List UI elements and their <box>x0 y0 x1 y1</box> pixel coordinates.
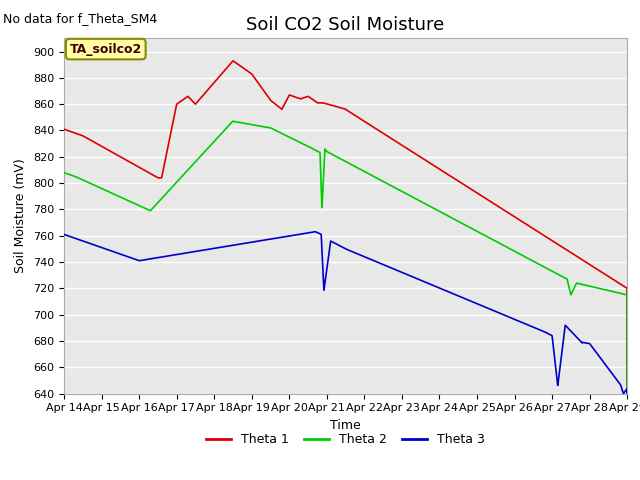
Title: Soil CO2 Soil Moisture: Soil CO2 Soil Moisture <box>246 16 445 34</box>
Text: No data for f_Theta_SM4: No data for f_Theta_SM4 <box>3 12 157 25</box>
Legend: Theta 1, Theta 2, Theta 3: Theta 1, Theta 2, Theta 3 <box>202 428 490 451</box>
Y-axis label: Soil Moisture (mV): Soil Moisture (mV) <box>15 158 28 274</box>
X-axis label: Time: Time <box>330 419 361 432</box>
Text: TA_soilco2: TA_soilco2 <box>70 43 142 56</box>
